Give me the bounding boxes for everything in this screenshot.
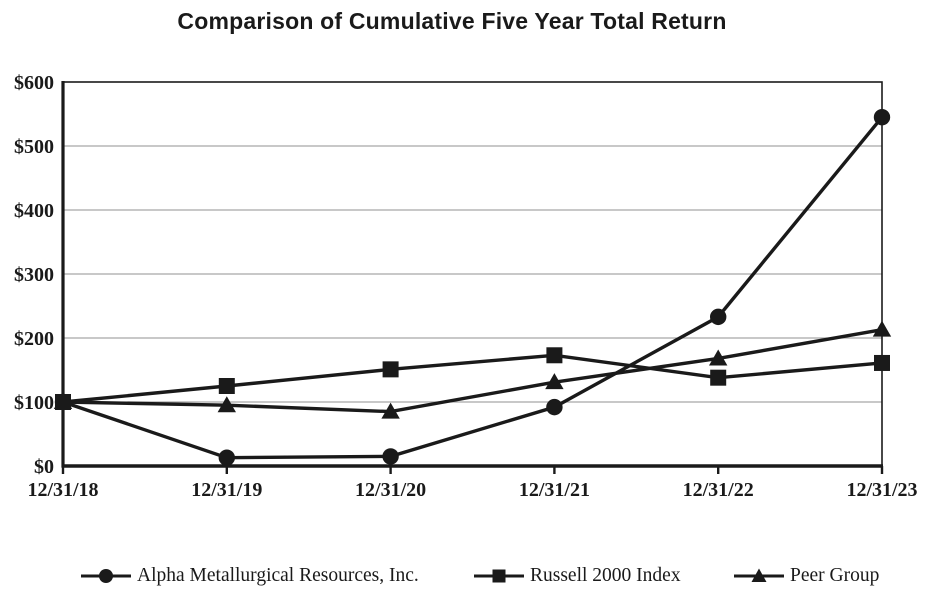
circle-marker-icon	[81, 569, 131, 583]
y-tick-label: $300	[14, 264, 54, 286]
series-line-triangle	[62, 328, 883, 414]
x-tick-label: 12/31/21	[519, 479, 590, 501]
data-point-circle	[218, 449, 235, 466]
legend-label-russell-2000: Russell 2000 Index	[530, 565, 681, 586]
legend-item-peer-group: Peer Group	[733, 563, 879, 589]
y-tick-label: $200	[14, 328, 54, 350]
triangle-marker-icon	[734, 568, 784, 582]
x-tick-label: 12/31/20	[355, 479, 426, 501]
data-point-circle	[710, 308, 727, 326]
square-marker-icon	[474, 569, 524, 583]
data-point-circle	[382, 448, 399, 465]
x-tick-label: 12/31/18	[27, 479, 98, 501]
legend-item-russell-2000: Russell 2000 Index	[473, 563, 681, 589]
data-point-triangle	[381, 402, 400, 419]
series-line-square	[62, 353, 883, 404]
y-tick-label: $500	[14, 136, 54, 158]
data-point-triangle	[709, 349, 728, 366]
x-tick-label: 12/31/23	[846, 479, 917, 501]
series-line-circle	[62, 116, 884, 460]
x-tick-label: 12/31/22	[683, 479, 754, 501]
data-point-square	[382, 361, 399, 378]
data-point-square	[874, 354, 890, 371]
y-tick-label: $0	[34, 456, 54, 478]
data-point-square	[710, 369, 727, 386]
legend-label-peer-group: Peer Group	[790, 565, 880, 586]
y-tick-label: $100	[14, 392, 54, 414]
data-point-square	[218, 378, 235, 394]
chart-title: Comparison of Cumulative Five Year Total…	[177, 8, 727, 34]
y-tick-label: $400	[14, 200, 54, 222]
legend-item-alpha-metallurgical: Alpha Metallurgical Resources, Inc.	[80, 563, 419, 589]
y-tick-label: $600	[14, 72, 54, 94]
data-point-square	[546, 347, 563, 364]
data-point-circle	[546, 398, 563, 416]
data-point-triangle	[545, 373, 564, 390]
performance-chart: 12/31/18 12/31/19 12/31/20 12/31/21 12/31/22…	[14, 72, 918, 501]
data-point-circle	[873, 109, 891, 126]
x-tick-label: 12/31/19	[191, 479, 262, 501]
chart-legend: Alpha Metallurgical Resources, Inc. Russ…	[0, 563, 926, 591]
data-point-square	[55, 394, 71, 410]
data-point-triangle	[217, 396, 236, 413]
legend-label-alpha-metallurgical: Alpha Metallurgical Resources, Inc.	[137, 565, 419, 586]
data-point-triangle	[872, 320, 892, 337]
